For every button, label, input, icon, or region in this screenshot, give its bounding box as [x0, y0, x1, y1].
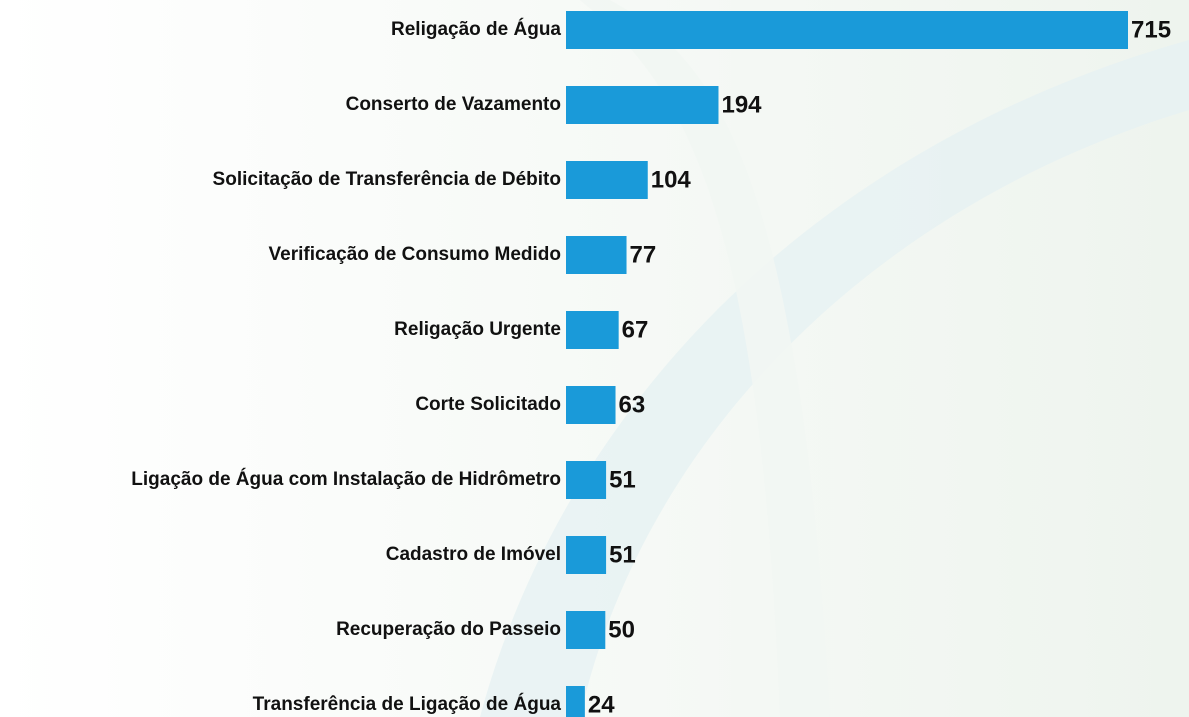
value-label: 63	[619, 391, 646, 418]
value-label: 51	[609, 541, 636, 568]
category-label: Corte Solicitado	[415, 394, 561, 415]
bar	[566, 161, 648, 199]
category-label: Religação de Água	[391, 18, 561, 40]
category-label: Conserto de Vazamento	[346, 94, 561, 115]
bar	[566, 461, 607, 499]
value-label: 104	[651, 166, 692, 193]
category-label: Cadastro de Imóvel	[386, 544, 561, 565]
bar	[566, 236, 627, 274]
bar	[566, 86, 719, 124]
decor-arc	[480, 40, 1189, 717]
category-label: Ligação de Água com Instalação de Hidrôm…	[131, 468, 561, 490]
category-label: Transferência de Ligação de Água	[253, 693, 562, 715]
bar	[566, 611, 606, 649]
category-label: Recuperação do Passeio	[336, 619, 561, 640]
category-label: Solicitação de Transferência de Débito	[213, 169, 561, 190]
bar	[566, 386, 616, 424]
category-label: Verificação de Consumo Medido	[269, 244, 561, 265]
value-label: 77	[630, 241, 657, 268]
category-label: Religação Urgente	[394, 319, 561, 340]
value-label: 51	[609, 466, 636, 493]
bar	[566, 311, 619, 349]
decor-arc	[580, 0, 830, 717]
bar	[566, 536, 607, 574]
bar	[566, 11, 1128, 49]
value-label: 50	[608, 616, 635, 643]
value-label: 715	[1131, 16, 1171, 43]
value-label: 194	[721, 91, 762, 118]
value-label: 24	[588, 691, 615, 717]
bar	[566, 686, 585, 717]
value-label: 67	[622, 316, 649, 343]
